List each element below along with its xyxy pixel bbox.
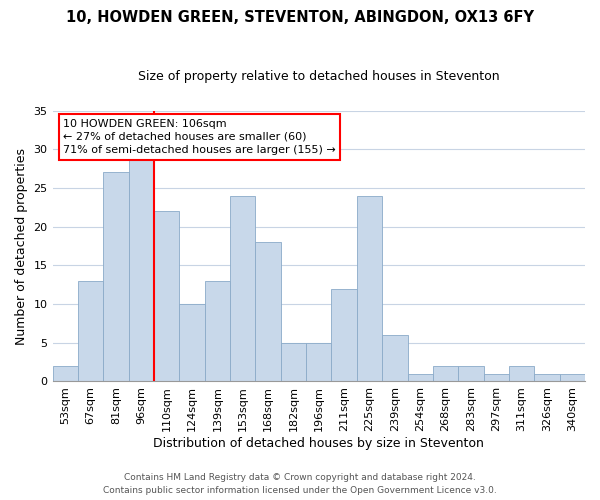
Bar [281, 343, 306, 382]
Bar [78, 281, 103, 382]
Bar [433, 366, 458, 382]
Bar [128, 157, 154, 382]
Bar [230, 196, 256, 382]
Bar [458, 366, 484, 382]
Bar [53, 366, 78, 382]
Text: Contains HM Land Registry data © Crown copyright and database right 2024.
Contai: Contains HM Land Registry data © Crown c… [103, 474, 497, 495]
Y-axis label: Number of detached properties: Number of detached properties [15, 148, 28, 344]
Text: 10, HOWDEN GREEN, STEVENTON, ABINGDON, OX13 6FY: 10, HOWDEN GREEN, STEVENTON, ABINGDON, O… [66, 10, 534, 25]
Bar [103, 172, 128, 382]
Bar [560, 374, 585, 382]
Bar [357, 196, 382, 382]
Bar [256, 242, 281, 382]
Bar [407, 374, 433, 382]
Bar [509, 366, 534, 382]
Bar [154, 211, 179, 382]
Bar [484, 374, 509, 382]
Bar [306, 343, 331, 382]
Bar [205, 281, 230, 382]
X-axis label: Distribution of detached houses by size in Steventon: Distribution of detached houses by size … [154, 437, 484, 450]
Bar [179, 304, 205, 382]
Title: Size of property relative to detached houses in Steventon: Size of property relative to detached ho… [138, 70, 500, 83]
Bar [382, 335, 407, 382]
Text: 10 HOWDEN GREEN: 106sqm
← 27% of detached houses are smaller (60)
71% of semi-de: 10 HOWDEN GREEN: 106sqm ← 27% of detache… [63, 118, 336, 155]
Bar [534, 374, 560, 382]
Bar [331, 288, 357, 382]
